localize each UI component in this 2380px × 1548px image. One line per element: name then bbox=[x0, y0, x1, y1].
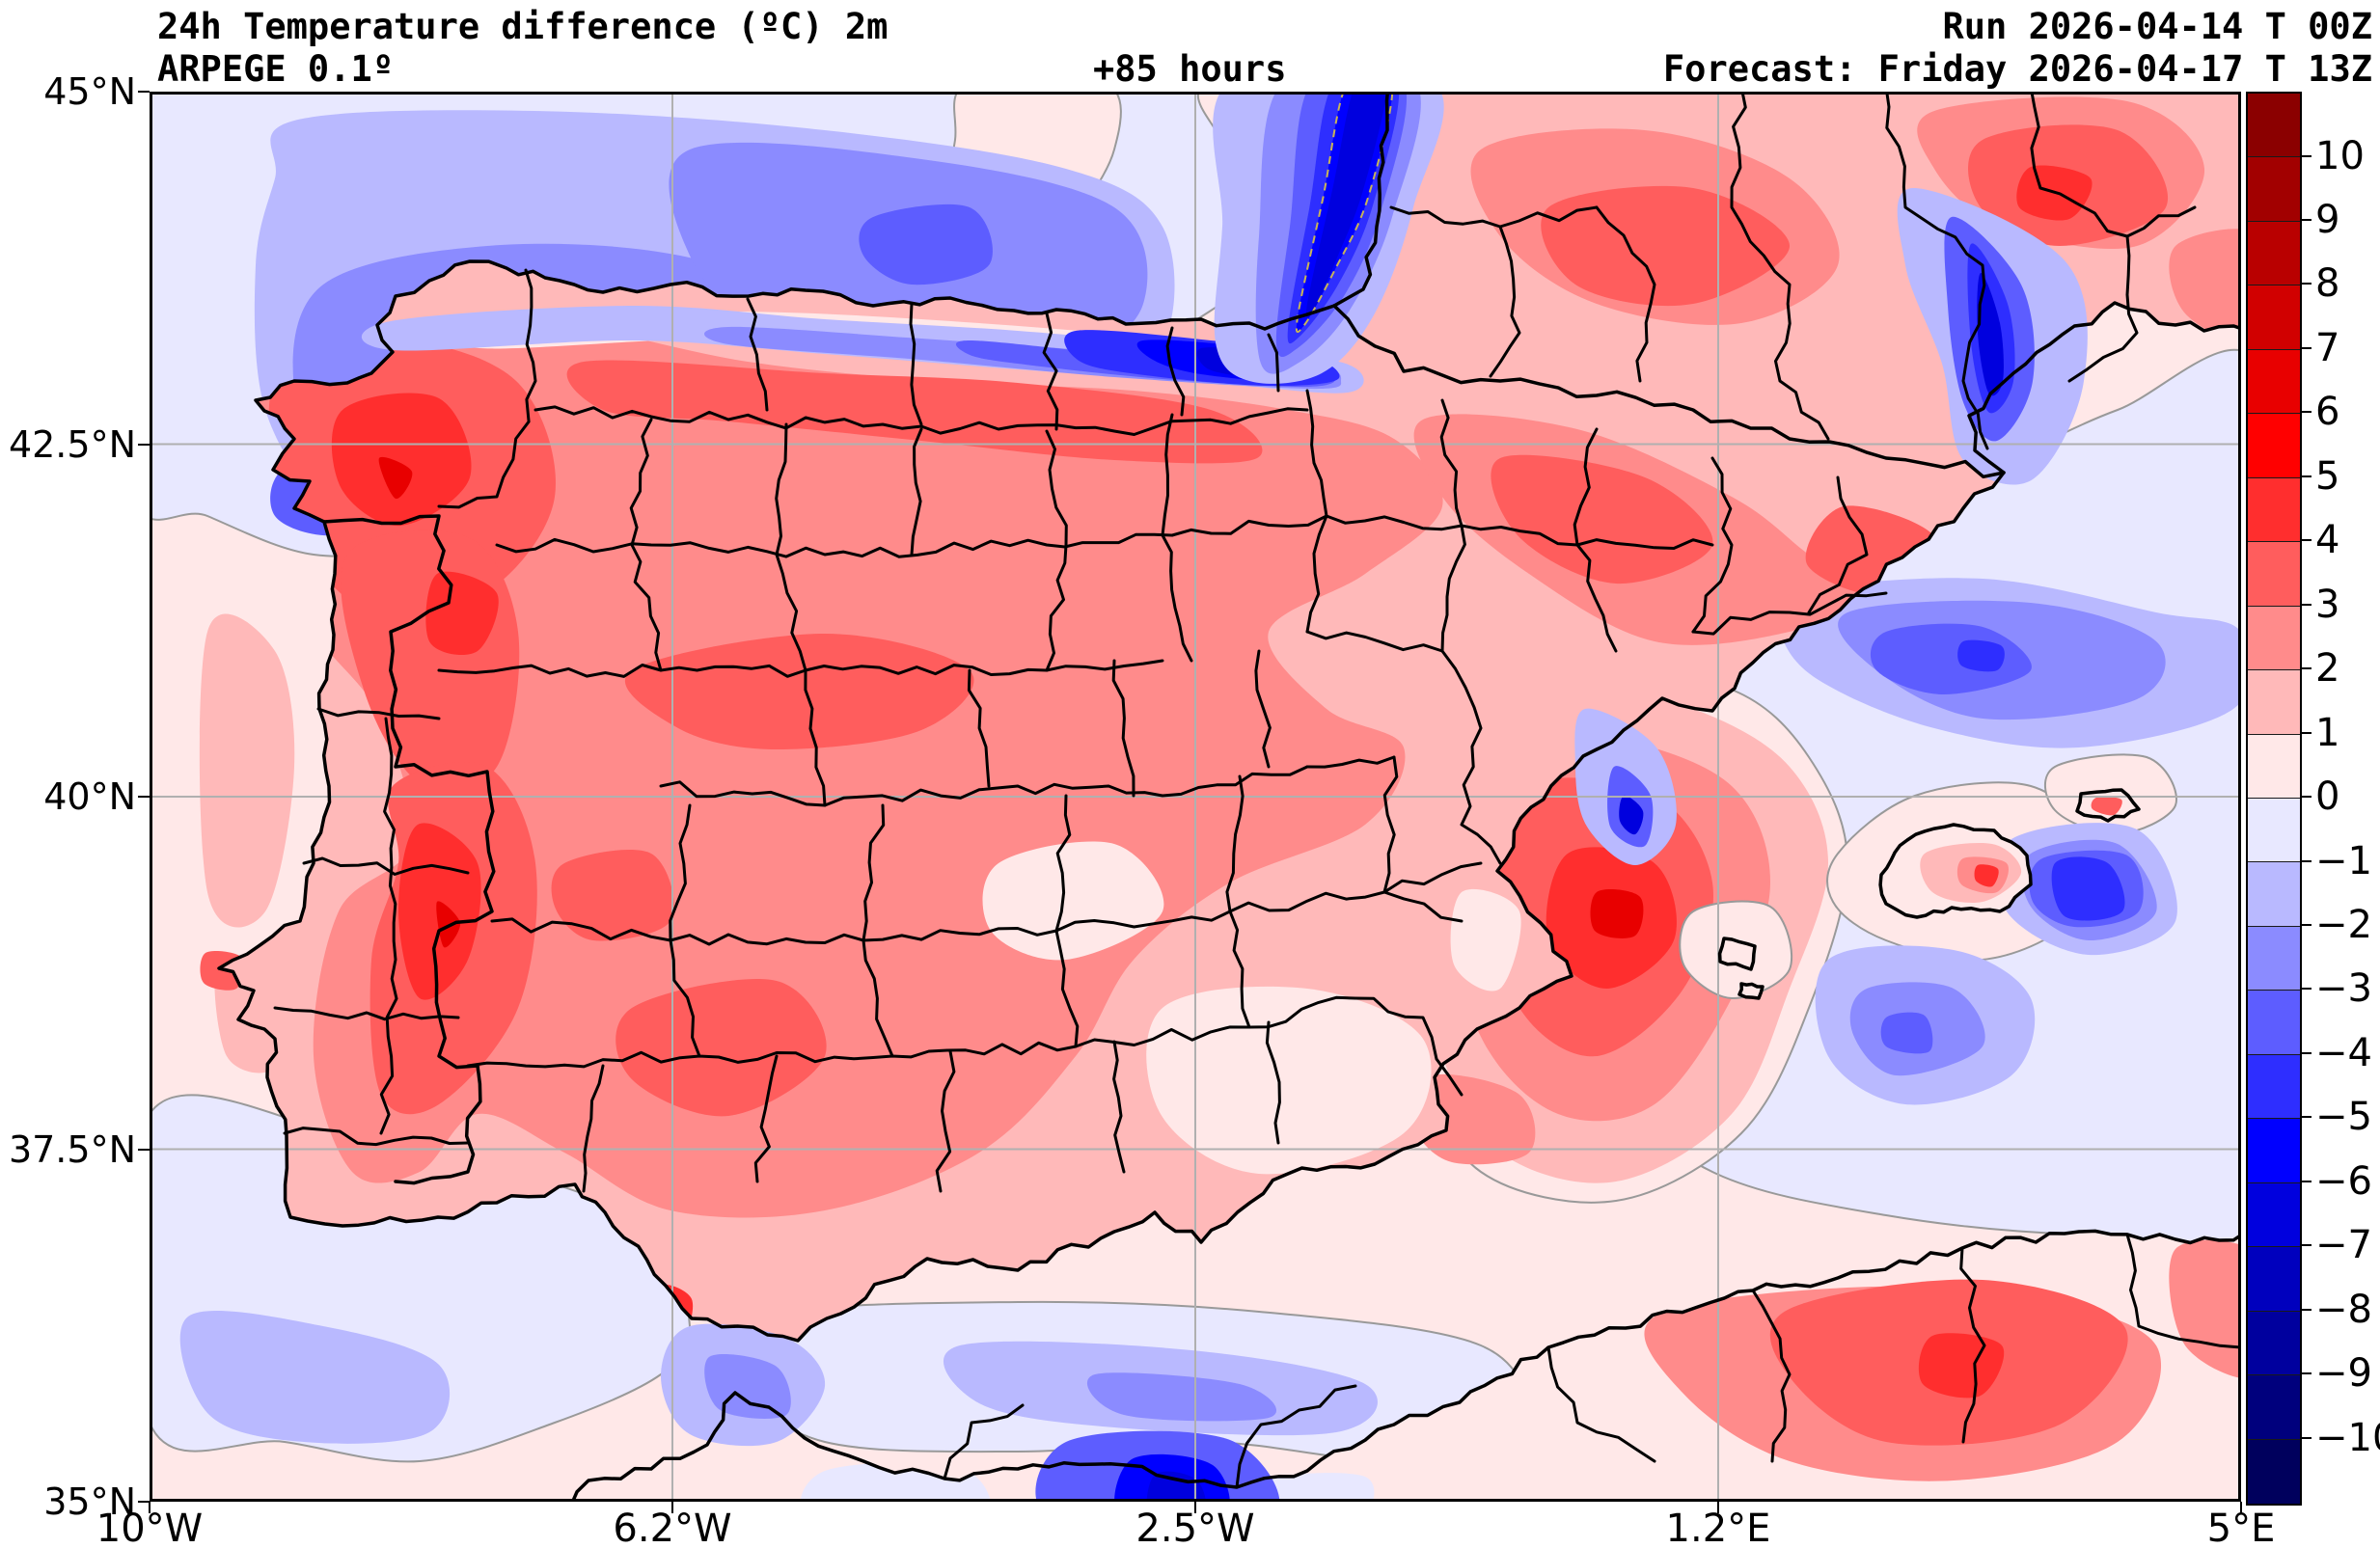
colorbar-segment bbox=[2248, 285, 2300, 350]
y-axis-tick-label: 37.5°N bbox=[8, 1127, 136, 1171]
colorbar-segment bbox=[2248, 1375, 2300, 1440]
colorbar-tick-label: −5 bbox=[2315, 1095, 2372, 1140]
admin-borders bbox=[273, 92, 2241, 1489]
colorbar-tick bbox=[2300, 1244, 2312, 1247]
colorbar-segment bbox=[2248, 1247, 2300, 1312]
colorbar-tick-label: −6 bbox=[2315, 1158, 2372, 1204]
y-axis-tick-label: 45°N bbox=[43, 70, 136, 113]
x-axis-tick bbox=[149, 1502, 150, 1513]
colorbar-tick bbox=[2300, 1308, 2312, 1311]
minus5-dashed-contour bbox=[1295, 92, 1394, 334]
colorbar-tick-label: 0 bbox=[2315, 774, 2340, 819]
colorbar-tick-label: −8 bbox=[2315, 1287, 2372, 1332]
y-axis-tick-label: 40°N bbox=[43, 775, 136, 818]
colorbar-tick bbox=[2300, 539, 2312, 542]
x-axis-tick-label: 6.2°W bbox=[613, 1507, 732, 1548]
x-axis-tick-label: 1.2°E bbox=[1665, 1507, 1771, 1548]
colorbar-tick bbox=[2300, 346, 2312, 349]
colorbar-tick-label: 10 bbox=[2315, 133, 2365, 178]
y-axis-tick-label: 42.5°N bbox=[8, 422, 136, 466]
y-axis-tick bbox=[138, 91, 150, 93]
colorbar-tick-label: 6 bbox=[2315, 390, 2340, 435]
x-axis-tick-label: 10°W bbox=[96, 1507, 204, 1548]
colorbar-tick bbox=[2300, 731, 2312, 734]
graticule bbox=[150, 92, 2241, 1502]
colorbar-segment bbox=[2248, 1182, 2300, 1248]
colorbar-segment bbox=[2248, 542, 2300, 607]
colorbar-segment bbox=[2248, 221, 2300, 286]
colorbar-tick bbox=[2300, 1051, 2312, 1054]
y-axis-tick bbox=[138, 1148, 150, 1151]
colorbar-segment bbox=[2248, 606, 2300, 671]
forecast-map bbox=[150, 92, 2241, 1502]
colorbar-tick bbox=[2300, 923, 2312, 926]
colorbar-tick bbox=[2300, 603, 2312, 606]
colorbar-tick bbox=[2300, 218, 2312, 221]
colorbar-tick-label: −1 bbox=[2315, 838, 2372, 883]
colorbar-tick-label: 5 bbox=[2315, 453, 2340, 499]
colorbar-segment bbox=[2248, 157, 2300, 222]
x-axis-tick bbox=[1717, 1502, 1719, 1513]
x-axis-tick-label: 2.5°W bbox=[1135, 1507, 1255, 1548]
colorbar-tick bbox=[2300, 1116, 2312, 1119]
balearic-islands bbox=[1719, 790, 2139, 998]
colorbar-tick bbox=[2300, 667, 2312, 670]
colorbar-tick bbox=[2300, 283, 2312, 285]
colorbar-tick-label: 3 bbox=[2315, 582, 2340, 627]
colorbar-tick-label: 9 bbox=[2315, 197, 2340, 242]
colorbar-tick-label: −10 bbox=[2315, 1415, 2380, 1460]
x-axis-tick-label: 5°E bbox=[2206, 1507, 2276, 1548]
colorbar-tick bbox=[2300, 1180, 2312, 1182]
colorbar-tick-label: −2 bbox=[2315, 902, 2372, 947]
y-axis-tick bbox=[138, 796, 150, 798]
plot-frame bbox=[150, 92, 2241, 1502]
y-axis-tick bbox=[138, 443, 150, 446]
colorbar-segment bbox=[2248, 1119, 2300, 1183]
forecast-label: Forecast: Friday 2026-04-17 T 13Z bbox=[1662, 48, 2372, 90]
run-label: Run 2026-04-14 T 00Z bbox=[1942, 6, 2372, 47]
colorbar-tick bbox=[2300, 796, 2312, 798]
colorbar-tick bbox=[2300, 475, 2312, 477]
colorbar-segment bbox=[2248, 349, 2300, 415]
colorbar-tick-label: 2 bbox=[2315, 646, 2340, 692]
colorbar-tick bbox=[2300, 988, 2312, 991]
model-label: ARPEGE 0.1º bbox=[157, 48, 395, 90]
x-axis-tick bbox=[1194, 1502, 1196, 1513]
colorbar-segment bbox=[2248, 670, 2300, 735]
colorbar-segment bbox=[2248, 926, 2300, 991]
x-axis-tick bbox=[2240, 1502, 2242, 1513]
colorbar-segment bbox=[2248, 1439, 2300, 1504]
x-axis-tick bbox=[671, 1502, 673, 1513]
colorbar-tick-label: −3 bbox=[2315, 966, 2372, 1012]
map-title: 24h Temperature difference (ºC) 2m bbox=[157, 6, 889, 47]
colorbar-segment bbox=[2248, 799, 2300, 863]
colorbar-tick-label: 4 bbox=[2315, 518, 2340, 563]
colorbar-tick-label: 1 bbox=[2315, 710, 2340, 755]
y-axis-tick-label: 35°N bbox=[43, 1480, 136, 1523]
colorbar-tick-label: −7 bbox=[2315, 1223, 2372, 1268]
colorbar-tick bbox=[2300, 1436, 2312, 1439]
colorbar-segment bbox=[2248, 1054, 2300, 1120]
colorbar-tick-label: −4 bbox=[2315, 1030, 2372, 1075]
colorbar-tick-label: −9 bbox=[2315, 1351, 2372, 1397]
colorbar-tick bbox=[2300, 1372, 2312, 1375]
colorbar-tick bbox=[2300, 859, 2312, 862]
colorbar-segment bbox=[2248, 94, 2300, 158]
colorbar-segment bbox=[2248, 1311, 2300, 1376]
y-axis-tick bbox=[138, 1501, 150, 1503]
colorbar-tick bbox=[2300, 411, 2312, 414]
colorbar-tick-label: 8 bbox=[2315, 261, 2340, 307]
coastlines bbox=[217, 92, 2241, 1502]
colorbar-segment bbox=[2248, 414, 2300, 478]
colorbar-segment bbox=[2248, 734, 2300, 799]
colorbar-segment bbox=[2248, 862, 2300, 927]
colorbar-tick bbox=[2300, 154, 2312, 157]
colorbar bbox=[2246, 92, 2302, 1506]
lead-time-label: +85 hours bbox=[1093, 48, 1287, 90]
colorbar-segment bbox=[2248, 477, 2300, 543]
colorbar-segment bbox=[2248, 991, 2300, 1055]
colorbar-tick-label: 7 bbox=[2315, 325, 2340, 370]
